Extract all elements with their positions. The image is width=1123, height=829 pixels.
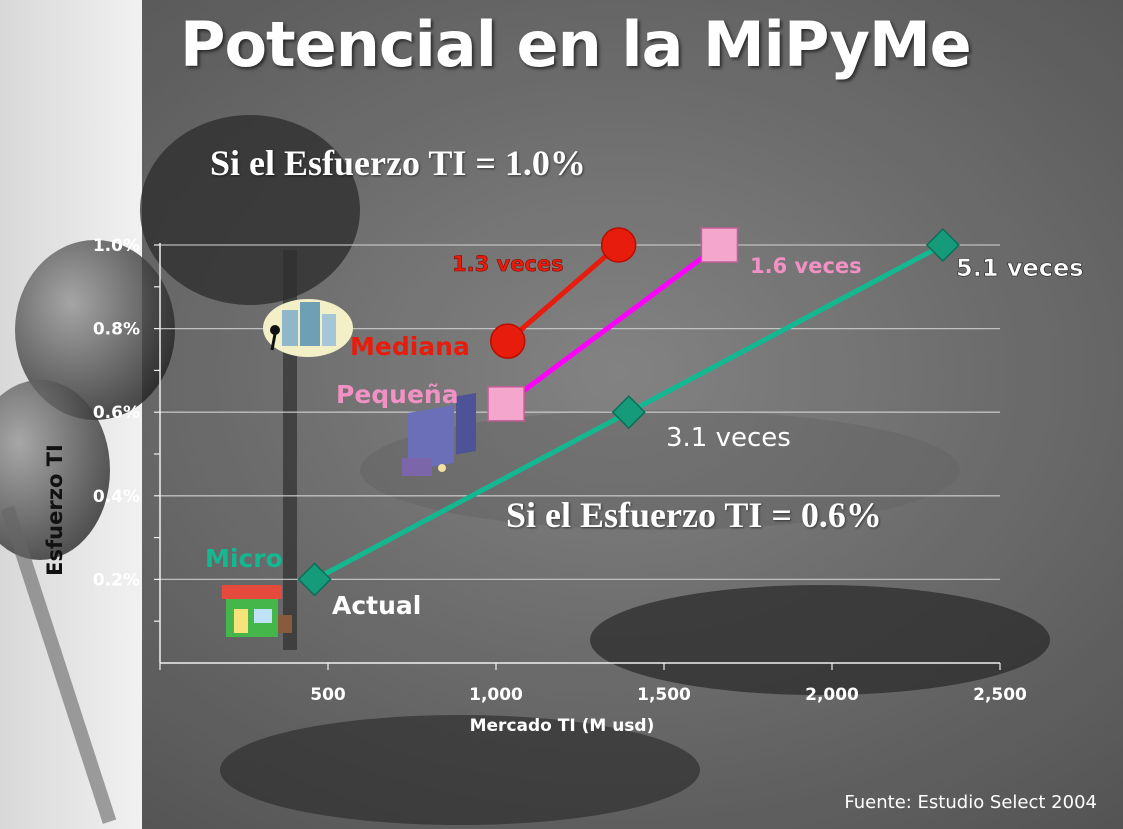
micro-point-label: Actual [332,591,421,620]
office-buildings-icon [263,299,353,357]
x-tick-label: 1,000 [469,685,523,705]
mediana-series-line [505,242,622,344]
page-title: Potencial en la MiPyMe [180,8,972,81]
storefront-icon [222,585,292,637]
mediana-point [490,323,526,359]
source-note: Fuente: Estudio Select 2004 [844,792,1097,813]
icons [222,299,476,637]
x-tick-label: 2,500 [973,685,1027,705]
effort-note-top: Si el Esfuerzo TI = 1.0% [210,143,586,183]
tick-labels: 0.2% 0.4% 0.6% 0.8% 1.0% 500 1,000 1,500 2,000 2,… [43,236,1027,736]
office-tower-icon [402,392,476,476]
axes [154,243,1001,670]
series-name-mediana: Mediana [350,332,470,361]
mediana-annotation: 1.3 veces [452,252,564,276]
gridlines [160,244,1000,581]
micro-point-label: 3.1 veces [666,423,791,453]
series-name-pequena: Pequeña [336,380,459,409]
x-tick-label: 500 [310,685,346,705]
micro-point [611,395,646,430]
annotations: Mediana Pequeña Micro 1.3 veces 1.6 veces Act… [205,252,1084,620]
micro-point-label: 5.1 veces [956,254,1084,282]
pequena-point [487,386,525,422]
mediana-point [600,227,637,263]
x-axis-label: Mercado TI (M usd) [470,716,655,736]
series-name-micro: Micro [205,544,283,573]
y-axis-label: Esfuerzo TI [43,444,67,576]
pequena-annotation: 1.6 veces [750,254,862,278]
y-tick-label: 1.0% [93,236,140,256]
y-tick-label: 0.4% [93,487,140,507]
y-tick-label: 0.6% [93,403,140,423]
y-tick-label: 0.2% [93,570,140,590]
pequena-series-line [503,242,722,407]
x-tick-label: 2,000 [805,685,859,705]
micro-point [297,562,332,597]
series [297,227,960,597]
effort-note-mid: Si el Esfuerzo TI = 0.6% [506,495,882,535]
y-tick-label: 0.8% [93,320,140,340]
pequena-point [700,227,739,263]
x-tick-label: 1,500 [637,685,691,705]
micro-point [925,227,960,263]
